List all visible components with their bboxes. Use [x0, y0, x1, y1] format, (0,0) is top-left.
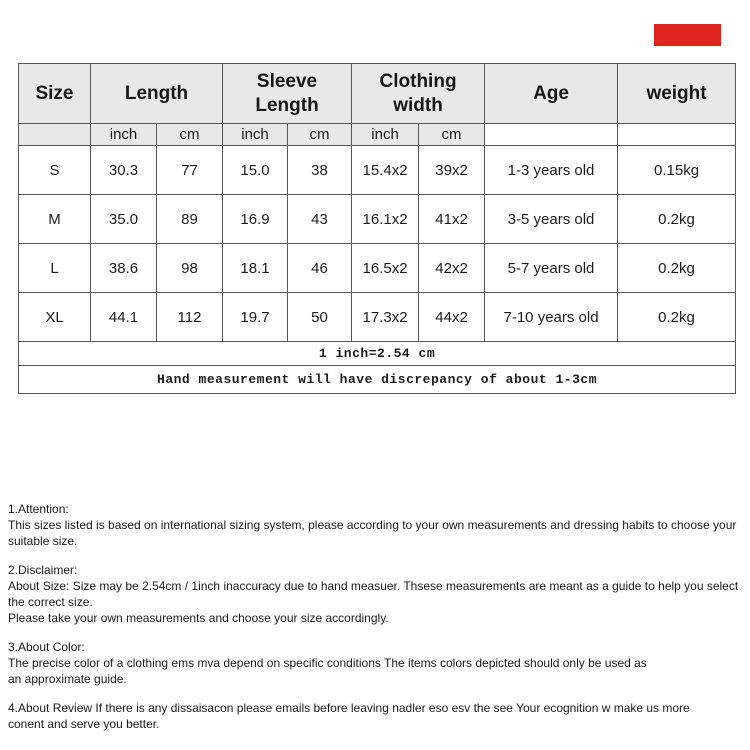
- column-header-length: Length: [89, 63, 224, 124]
- cell-size: S: [18, 145, 91, 195]
- cell-length-inch: 30.3: [90, 145, 157, 195]
- unit-cell-length-inch: inch: [90, 123, 157, 146]
- note-line: 4.About Review If there is any dissaisac…: [8, 701, 690, 715]
- size-row-xl: XL 44.1 112 19.7 50 17.3x2 44x2 7-10 yea…: [18, 292, 737, 342]
- unit-cell-age-blank: [484, 123, 619, 146]
- note-line: Please take your own measurements and ch…: [8, 611, 389, 625]
- cell-clothing-cm: 39x2: [418, 145, 486, 195]
- cell-length-inch: 35.0: [90, 194, 157, 244]
- note-about-color: 3.About Color: The precise color of a cl…: [8, 639, 748, 687]
- info-notes: 1.Attention: This sizes listed is based …: [8, 501, 748, 745]
- cell-clothing-cm: 44x2: [418, 292, 486, 342]
- unit-cell-sleeve-cm: cm: [287, 123, 353, 146]
- column-header-weight: weight: [617, 63, 737, 124]
- column-header-clothing-width: Clothing width: [351, 63, 486, 124]
- unit-cell-weight-blank: [617, 123, 737, 146]
- cell-sleeve-inch: 15.0: [222, 145, 289, 195]
- cell-sleeve-cm: 38: [287, 145, 353, 195]
- cell-age: 7-10 years old: [484, 292, 619, 342]
- cell-clothing-inch: 17.3x2: [351, 292, 420, 342]
- note-disclaimer: 2.Disclaimer: About Size: Size may be 2.…: [8, 562, 748, 626]
- cell-weight: 0.2kg: [617, 243, 737, 293]
- size-row-s: S 30.3 77 15.0 38 15.4x2 39x2 1-3 years …: [18, 145, 737, 195]
- note-heading: 3.About Color:: [8, 640, 85, 654]
- footnote-hand-measurement: Hand measurement will have discrepancy o…: [17, 365, 737, 394]
- cell-length-inch: 44.1: [90, 292, 157, 342]
- footnote-inch-conversion: 1 inch=2.54 cm: [17, 341, 737, 366]
- cell-age: 3-5 years old: [484, 194, 619, 244]
- column-header-age: Age: [484, 63, 619, 124]
- unit-cell-length-cm: cm: [155, 123, 224, 146]
- size-row-l: L 38.6 98 18.1 46 16.5x2 42x2 5-7 years …: [18, 243, 737, 293]
- cell-weight: 0.15kg: [617, 145, 737, 195]
- note-line: The precise color of a clothing ems mva …: [8, 656, 647, 670]
- note-line: About Size: Size may be 2.54cm / 1inch i…: [8, 579, 739, 609]
- cell-clothing-cm: 41x2: [418, 194, 486, 244]
- unit-cell-sleeve-inch: inch: [222, 123, 289, 146]
- table-header-row: Size Length Sleeve Length Clothing width…: [18, 63, 737, 124]
- cell-clothing-inch: 16.1x2: [351, 194, 420, 244]
- note-about-review: 4.About Review If there is any dissaisac…: [8, 700, 748, 732]
- footnote-row-inch-conversion: 1 inch=2.54 cm: [17, 341, 737, 366]
- cell-length-cm: 77: [155, 145, 224, 195]
- cell-length-cm: 89: [155, 194, 224, 244]
- cell-length-inch: 38.6: [90, 243, 157, 293]
- size-row-m: M 35.0 89 16.9 43 16.1x2 41x2 3-5 years …: [18, 194, 737, 244]
- unit-cell-clothing-cm: cm: [418, 123, 486, 146]
- cell-sleeve-inch: 18.1: [222, 243, 289, 293]
- cell-length-cm: 98: [155, 243, 224, 293]
- cell-sleeve-cm: 46: [287, 243, 353, 293]
- note-heading: 2.Disclaimer:: [8, 563, 78, 577]
- note-line: an approximate guide.: [8, 672, 127, 686]
- note-attention: 1.Attention: This sizes listed is based …: [8, 501, 748, 549]
- column-header-sleeve-length: Sleeve Length: [222, 63, 353, 124]
- cell-clothing-cm: 42x2: [418, 243, 486, 293]
- unit-header-row: inch cm inch cm inch cm: [18, 123, 737, 146]
- note-heading: 1.Attention:: [8, 502, 69, 516]
- cell-size: M: [18, 194, 91, 244]
- cell-sleeve-cm: 43: [287, 194, 353, 244]
- cell-size: L: [18, 243, 91, 293]
- red-badge: [654, 24, 721, 46]
- note-line: This sizes listed is based on internatio…: [8, 518, 737, 548]
- cell-age: 5-7 years old: [484, 243, 619, 293]
- cell-sleeve-inch: 16.9: [222, 194, 289, 244]
- cell-length-cm: 112: [155, 292, 224, 342]
- note-line: conent and serve you better.: [8, 717, 160, 731]
- cell-weight: 0.2kg: [617, 194, 737, 244]
- cell-age: 1-3 years old: [484, 145, 619, 195]
- cell-clothing-inch: 16.5x2: [351, 243, 420, 293]
- size-chart-table: Size Length Sleeve Length Clothing width…: [17, 63, 737, 394]
- cell-size: XL: [18, 292, 91, 342]
- column-header-size: Size: [18, 63, 91, 124]
- cell-clothing-inch: 15.4x2: [351, 145, 420, 195]
- unit-cell-blank: [18, 123, 91, 146]
- footnote-row-hand-measurement: Hand measurement will have discrepancy o…: [17, 365, 737, 394]
- cell-sleeve-cm: 50: [287, 292, 353, 342]
- unit-cell-clothing-inch: inch: [351, 123, 420, 146]
- cell-weight: 0.2kg: [617, 292, 737, 342]
- cell-sleeve-inch: 19.7: [222, 292, 289, 342]
